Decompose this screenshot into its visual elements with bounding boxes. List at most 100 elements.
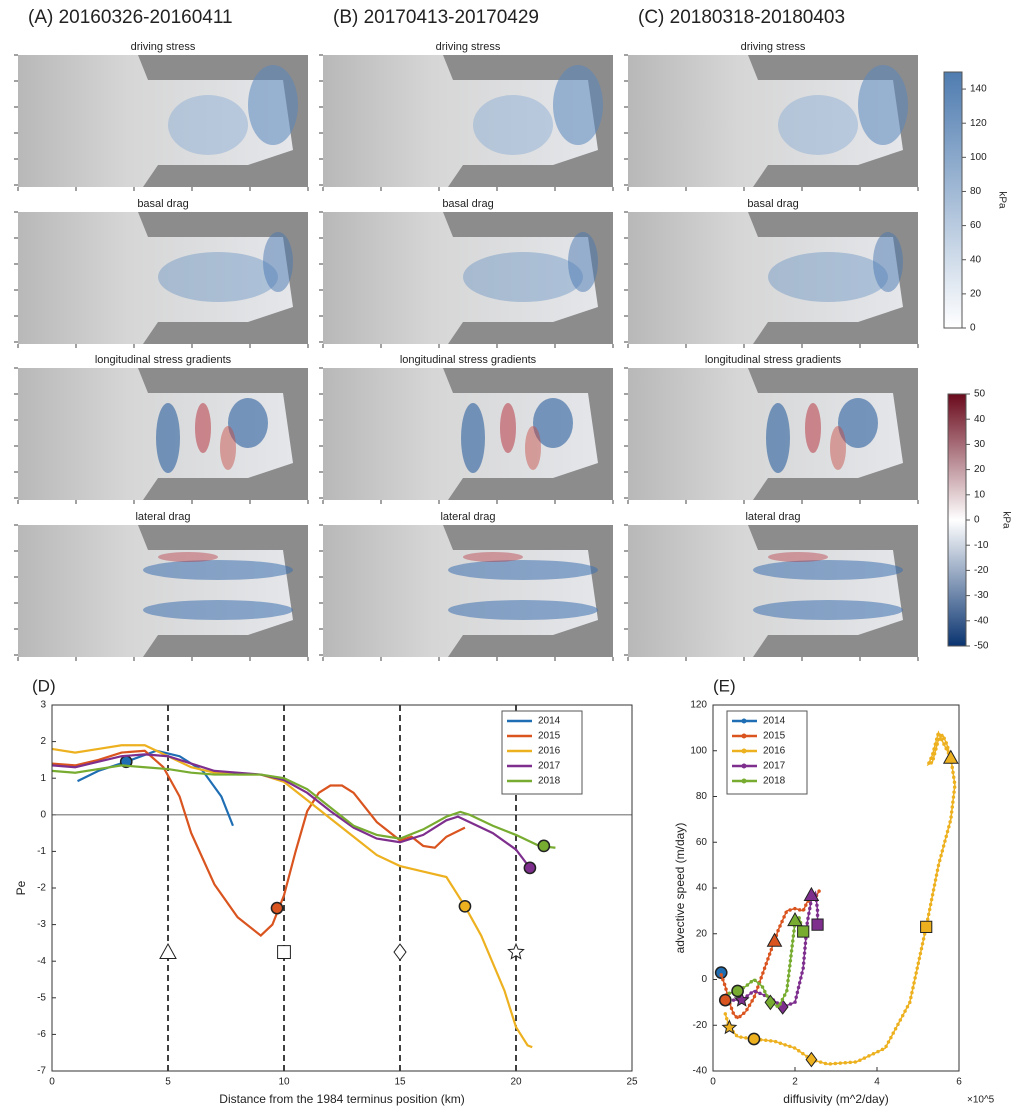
marker [458, 899, 472, 913]
glacier [323, 55, 598, 187]
stress-field [263, 232, 293, 292]
marker [803, 886, 820, 901]
glacier [628, 55, 903, 187]
stress-field [568, 232, 598, 292]
panel-title: lateral drag [440, 511, 495, 523]
colorbar-tick-label: -50 [974, 641, 989, 652]
colorbar-tick-label: -10 [974, 540, 989, 551]
y-tick-label: -2 [37, 883, 46, 894]
x-tick-label: 0 [710, 1077, 716, 1088]
glacier [323, 212, 598, 344]
colorbar [947, 393, 967, 647]
glacier [628, 212, 903, 344]
legend-dot [741, 763, 747, 769]
column-header: (C) 20180318-20180403 [638, 7, 845, 28]
y-axis-label: advective speed (m/day) [673, 823, 687, 954]
stress-field [143, 560, 293, 580]
legend-label: 2015 [763, 731, 786, 742]
stress-field [463, 252, 583, 302]
y-tick-label: 20 [696, 928, 708, 939]
panel-title: longitudinal stress gradients [95, 354, 232, 366]
x-tick-label: 2 [792, 1077, 798, 1088]
y-tick-label: -4 [37, 956, 46, 967]
y-tick-label: 60 [696, 837, 708, 848]
marker [920, 920, 933, 933]
glacier [18, 212, 293, 344]
legend-label: 2014 [538, 716, 561, 727]
stress-field [156, 403, 180, 473]
colorbar-tick-label: -20 [974, 565, 989, 576]
panel-title: basal drag [747, 198, 798, 210]
legend-dot [741, 733, 747, 739]
series-line [51, 744, 533, 1049]
legend-label: 2016 [763, 746, 786, 757]
marker [787, 911, 803, 927]
x-axis-label: diffusivity (m^2/day) [783, 1092, 888, 1106]
colorbar [943, 71, 963, 329]
stress-field [778, 95, 858, 155]
x-tick-label: 10 [278, 1077, 290, 1088]
y-tick-label: -40 [693, 1066, 708, 1077]
stress-field [461, 403, 485, 473]
marker [523, 861, 537, 875]
panel-title: driving stress [131, 41, 196, 53]
panel-label: (E) [713, 676, 736, 695]
marker [733, 991, 750, 1007]
marker [721, 1019, 738, 1035]
panel-title: basal drag [442, 198, 493, 210]
plot-frame [712, 704, 960, 1072]
colorbar-label: kPa [1000, 511, 1011, 529]
stress-field [158, 552, 218, 562]
stress-field [753, 600, 903, 620]
y-tick-label: 1 [40, 773, 46, 784]
colorbar-tick-label: 30 [974, 439, 986, 450]
colorbar-tick-label: 120 [970, 118, 987, 129]
stress-field [838, 398, 878, 448]
x-tick-label: 15 [394, 1077, 406, 1088]
series-dots [723, 727, 957, 1066]
marker [747, 1032, 761, 1046]
y-tick-label: -3 [37, 919, 46, 930]
stress-field [525, 426, 541, 470]
legend-dot [741, 748, 747, 754]
y-tick-label: -7 [37, 1066, 46, 1077]
stress-field [553, 65, 603, 145]
glacier [18, 55, 293, 187]
y-tick-label: -6 [37, 1029, 46, 1040]
x-tick-label: 20 [510, 1077, 522, 1088]
marker [537, 839, 551, 853]
marker [805, 1051, 818, 1068]
panel-title: lateral drag [135, 511, 190, 523]
glacier [628, 525, 903, 657]
y-tick-label: -5 [37, 992, 46, 1003]
legend-label: 2016 [538, 746, 561, 757]
x-tick-label: 25 [626, 1077, 638, 1088]
panel-title: basal drag [137, 198, 188, 210]
stress-field [143, 600, 293, 620]
panel-label: (D) [32, 676, 56, 695]
marker [718, 993, 732, 1007]
y-tick-label: 100 [690, 745, 707, 756]
stress-field [448, 600, 598, 620]
panel-title: driving stress [436, 41, 501, 53]
marker [766, 932, 783, 947]
x-tick-label: 5 [165, 1077, 171, 1088]
stress-field [753, 560, 903, 580]
glacier [323, 525, 598, 657]
marker [507, 942, 525, 960]
colorbar-tick-label: 20 [974, 464, 986, 475]
stress-field [228, 398, 268, 448]
colorbar-tick-label: 40 [974, 414, 986, 425]
stress-field [768, 252, 888, 302]
series-line [51, 764, 556, 849]
stress-field [500, 403, 516, 453]
colorbar-tick-label: 20 [970, 289, 982, 300]
legend-label: 2014 [763, 716, 786, 727]
stress-field [805, 403, 821, 453]
colorbar-tick-label: 100 [970, 152, 987, 163]
panel-title: longitudinal stress gradients [400, 354, 537, 366]
y-tick-label: 120 [690, 700, 707, 711]
glacier [628, 368, 903, 500]
x-tick-label: 6 [956, 1077, 962, 1088]
colorbar-tick-label: 0 [974, 515, 980, 526]
